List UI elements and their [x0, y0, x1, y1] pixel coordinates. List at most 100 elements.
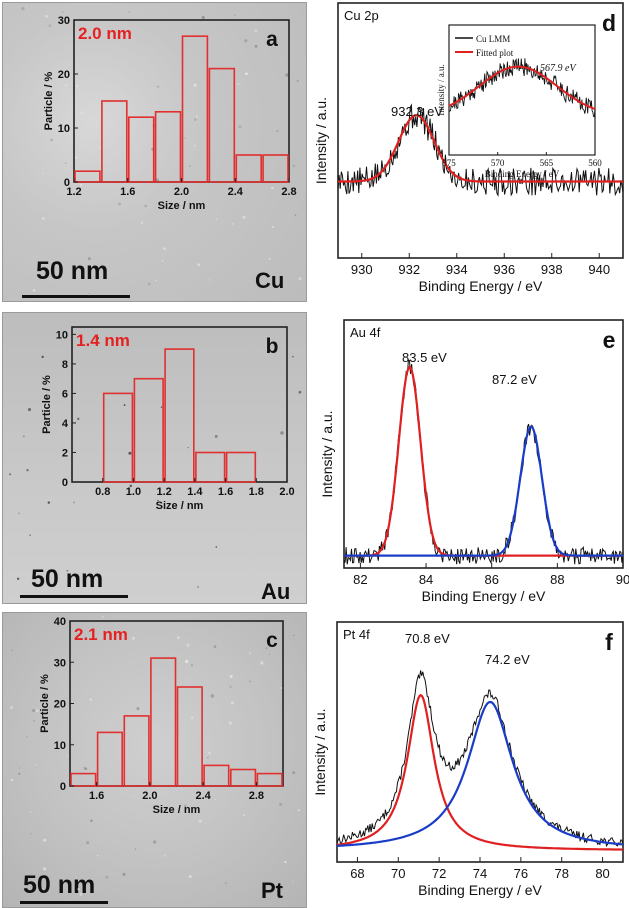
x-tick-label: 2.4: [228, 186, 244, 198]
histogram-bar: [262, 154, 289, 183]
x-tick-label: 1.2: [66, 186, 81, 198]
panel-label: d: [602, 10, 616, 36]
tem-speck: [32, 708, 36, 713]
histogram-bar: [101, 100, 128, 183]
legend-entry-fit: Fitted plot: [476, 48, 514, 58]
legend-entry-data: Cu LMM: [476, 34, 510, 44]
y-tick-label: 40: [54, 616, 66, 628]
histogram-frame: [69, 620, 284, 787]
tem-speck: [9, 705, 14, 710]
tem-speck: [32, 288, 36, 293]
tem-speck: [77, 888, 80, 891]
x-tick-label: 940: [588, 262, 610, 277]
tem-speck: [23, 435, 25, 438]
tem-speck: [254, 29, 258, 33]
x-tick-label: 72: [432, 866, 446, 881]
tem-speck: [292, 771, 296, 775]
tem-speck: [129, 484, 133, 488]
peak-label: 70.8 eV: [405, 631, 450, 646]
spectrum-frame: [336, 621, 624, 863]
x-tick-label: 2.4: [195, 790, 211, 802]
tem-speck: [207, 756, 209, 759]
y-axis-label: Intensity / a.u.: [313, 97, 329, 184]
tem-speck: [157, 499, 159, 502]
tem-speck: [238, 125, 242, 129]
y-tick-label: 0: [62, 477, 68, 489]
tem-speck: [84, 767, 87, 770]
tem-speck: [29, 810, 32, 813]
x-axis-label: Size / nm: [153, 804, 201, 816]
scale-label-au: 50 nm: [31, 565, 104, 593]
tem-speck: [35, 764, 37, 766]
spectrum-title: Au 4f: [350, 325, 381, 340]
x-tick-label: 1.4: [187, 486, 203, 498]
tem-speck: [161, 260, 164, 262]
tem-speck: [188, 165, 191, 168]
tem-speck: [77, 417, 80, 421]
tem-speck: [198, 819, 202, 823]
tem-speck: [66, 755, 69, 758]
inset-y-axis-label: Intensity / a.u.: [436, 64, 446, 116]
y-axis-label: Particle / %: [43, 71, 55, 130]
spectrum-e: 82 84 86 88 90 Binding Energy / eV Intensity /…: [319, 319, 629, 604]
tem-speck: [268, 258, 271, 260]
tem-speck: [155, 279, 158, 282]
tem-speck: [210, 694, 215, 698]
tem-speck: [42, 172, 44, 174]
inset-x-tick-label: 565: [540, 158, 554, 168]
peak-label: 83.5 eV: [402, 350, 447, 365]
y-axis-label: Particle / %: [41, 375, 53, 434]
histogram-bar: [256, 772, 283, 787]
element-label-cu: Cu: [255, 268, 285, 293]
tem-speck: [96, 336, 99, 340]
tem-speck: [87, 257, 91, 261]
tem-speck: [231, 701, 234, 704]
spectrum-title: Cu 2p: [344, 8, 379, 23]
histogram-bar: [123, 715, 150, 787]
tem-speck: [64, 162, 67, 165]
tem-speck: [215, 218, 218, 220]
tem-speck: [128, 10, 130, 13]
y-tick-label: 8: [62, 359, 68, 371]
tem-speck: [133, 795, 135, 797]
fitted-component: [344, 425, 623, 557]
tem-speck: [214, 434, 218, 438]
mean-size-label: 2.1 nm: [74, 625, 128, 644]
tem-speck: [148, 113, 151, 116]
x-tick-label: 1.6: [218, 486, 233, 498]
y-tick-label: 30: [58, 15, 70, 27]
tem-speck: [75, 877, 78, 879]
tem-image-pt: [3, 613, 306, 907]
histogram-a: 1.2 1.6 2.0 2.4 2.8 0 10 20 30 Size / nm Particle …: [43, 15, 297, 212]
tem-speck: [292, 164, 296, 168]
tem-speck: [25, 5, 27, 7]
mean-size-label: 1.4 nm: [76, 331, 130, 350]
histogram-bar: [133, 377, 164, 483]
tem-speck: [87, 293, 90, 296]
tem-speck: [41, 217, 45, 220]
histogram-c: 1.6 2.0 2.4 2.8 0 10 20 30 40 Size / nm Particle /…: [39, 616, 284, 816]
x-axis-label: Size / nm: [156, 500, 204, 512]
tem-speck: [162, 247, 166, 251]
tem-speck: [184, 137, 186, 139]
scale-label-pt: 50 nm: [23, 871, 96, 899]
tem-speck: [243, 814, 246, 817]
tem-speck: [285, 73, 289, 77]
tem-speck: [136, 707, 140, 711]
tem-speck: [176, 636, 180, 640]
tem-speck: [118, 202, 122, 206]
tem-speck: [80, 111, 84, 115]
histogram-bar: [176, 686, 203, 787]
x-tick-label: 76: [514, 866, 528, 881]
x-tick-label: 84: [419, 572, 433, 587]
inset-x-axis-label: Binding Energy / eV: [485, 169, 560, 179]
x-tick-label: 932: [398, 262, 420, 277]
x-tick-label: 0.8: [95, 486, 110, 498]
spectrum-title: Pt 4f: [343, 627, 370, 642]
tem-speck: [170, 766, 172, 768]
tem-speck: [248, 652, 252, 655]
tem-speck: [297, 809, 300, 812]
tem-speck: [193, 144, 196, 147]
tem-speck: [79, 892, 83, 896]
